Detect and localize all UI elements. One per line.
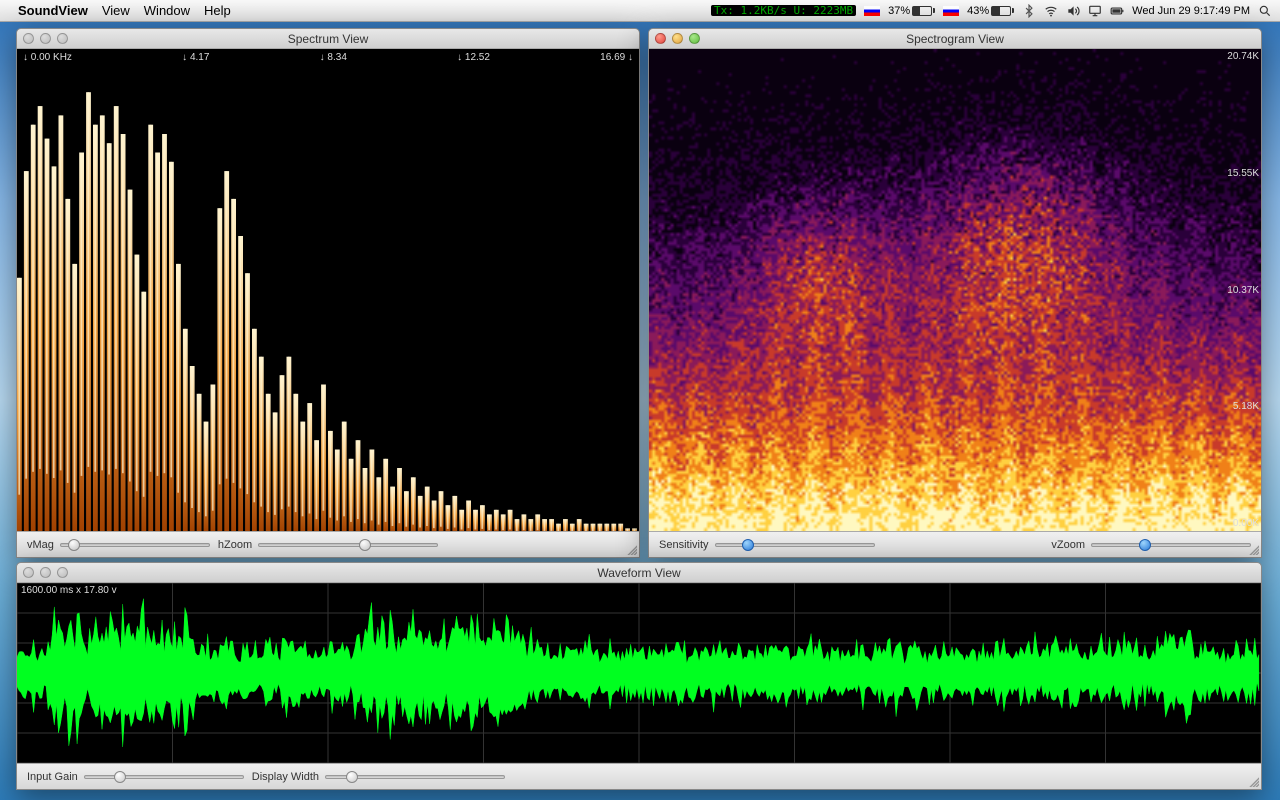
display-width-label: Display Width — [252, 771, 319, 783]
input-gain-label: Input Gain — [27, 771, 78, 783]
minimize-button[interactable] — [672, 33, 683, 44]
battery-2[interactable]: 43% — [967, 5, 1014, 17]
vzoom-slider[interactable] — [1091, 543, 1251, 547]
menu-help[interactable]: Help — [204, 3, 231, 18]
display-icon[interactable] — [1088, 4, 1102, 18]
close-button[interactable] — [655, 33, 666, 44]
waveform-window: Waveform View 1600.00 ms x 17.80 v Input… — [16, 562, 1262, 790]
sensitivity-slider[interactable] — [715, 543, 875, 547]
volume-icon[interactable] — [1066, 4, 1080, 18]
network-monitor[interactable]: Tx: 1.2KB/s U: 2223MB — [711, 5, 856, 16]
vmag-label: vMag — [27, 539, 54, 551]
spectrum-freq-axis: 0.00 KHz 4.17 8.34 12.52 16.69 — [17, 49, 639, 69]
spectrogram-yaxis: 20.74K 15.55K 10.37K 5.18K 0.00K — [1227, 49, 1259, 531]
battery-1[interactable]: 37% — [888, 5, 935, 17]
flag-icon[interactable] — [864, 6, 880, 16]
spotlight-icon[interactable] — [1258, 4, 1272, 18]
spectrum-titlebar[interactable]: Spectrum View — [17, 29, 639, 49]
hzoom-label: hZoom — [218, 539, 252, 551]
resize-grip[interactable] — [1247, 775, 1259, 787]
close-button[interactable] — [23, 33, 34, 44]
spectrogram-titlebar[interactable]: Spectrogram View — [649, 29, 1261, 49]
menu-window[interactable]: Window — [144, 3, 190, 18]
waveform-title: Waveform View — [17, 566, 1261, 580]
spectrogram-title: Spectrogram View — [649, 32, 1261, 46]
flag-icon-2[interactable] — [943, 6, 959, 16]
resize-grip[interactable] — [625, 543, 637, 555]
bluetooth-icon[interactable] — [1022, 4, 1036, 18]
vmag-slider[interactable] — [60, 543, 210, 547]
zoom-button[interactable] — [689, 33, 700, 44]
resize-grip[interactable] — [1247, 543, 1259, 555]
app-menu[interactable]: SoundView — [18, 3, 88, 18]
spectrum-title: Spectrum View — [17, 32, 639, 46]
menubar-clock[interactable]: Wed Jun 29 9:17:49 PM — [1132, 5, 1250, 17]
spectrogram-window: Spectrogram View 20.74K 15.55K 10.37K 5.… — [648, 28, 1262, 558]
zoom-button[interactable] — [57, 33, 68, 44]
battery-menubar-icon[interactable] — [1110, 4, 1124, 18]
hzoom-slider[interactable] — [258, 543, 438, 547]
waveform-info-label: 1600.00 ms x 17.80 v — [21, 585, 117, 596]
sensitivity-label: Sensitivity — [659, 539, 709, 551]
waveform-controls: Input Gain Display Width — [17, 763, 1261, 789]
input-gain-slider[interactable] — [84, 775, 244, 779]
spectrum-controls: vMag hZoom — [17, 531, 639, 557]
wifi-icon[interactable] — [1044, 4, 1058, 18]
menubar: SoundView View Window Help Tx: 1.2KB/s U… — [0, 0, 1280, 22]
spectrogram-controls: Sensitivity vZoom — [649, 531, 1261, 557]
waveform-titlebar[interactable]: Waveform View — [17, 563, 1261, 583]
display-width-slider[interactable] — [325, 775, 505, 779]
waveform-canvas: 1600.00 ms x 17.80 v — [17, 583, 1261, 763]
spectrum-window: Spectrum View 0.00 KHz 4.17 8.34 12.52 1… — [16, 28, 640, 558]
spectrogram-canvas: 20.74K 15.55K 10.37K 5.18K 0.00K — [649, 49, 1261, 531]
zoom-button[interactable] — [57, 567, 68, 578]
minimize-button[interactable] — [40, 33, 51, 44]
minimize-button[interactable] — [40, 567, 51, 578]
vzoom-label: vZoom — [1051, 539, 1085, 551]
menu-view[interactable]: View — [102, 3, 130, 18]
spectrum-canvas: 0.00 KHz 4.17 8.34 12.52 16.69 — [17, 49, 639, 531]
close-button[interactable] — [23, 567, 34, 578]
